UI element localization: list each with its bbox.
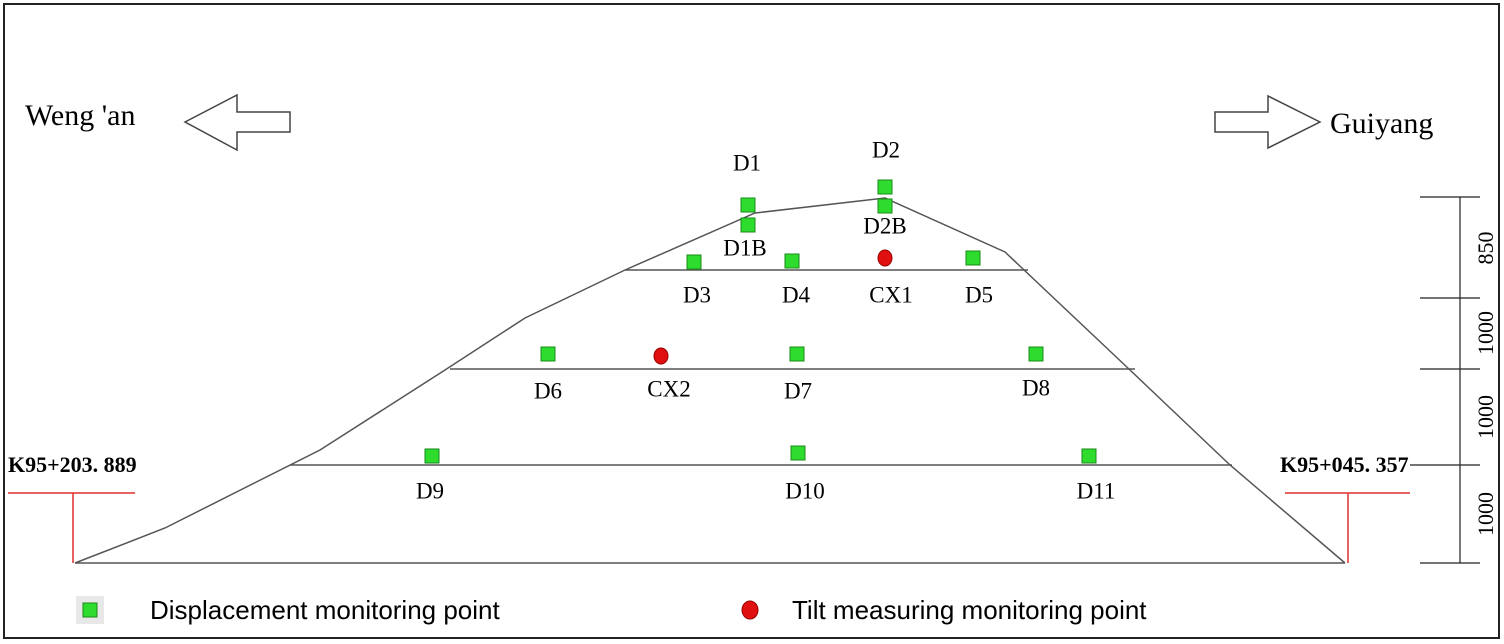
- direction-label: Weng 'an: [25, 99, 135, 132]
- legend-square: [82, 602, 98, 618]
- point-label: D8: [1022, 375, 1050, 400]
- displacement-point: [1028, 346, 1044, 362]
- point-label: D1B: [723, 235, 766, 260]
- displacement-point: [789, 346, 805, 362]
- displacement-point: [877, 179, 893, 195]
- displacement-point: [1081, 448, 1097, 464]
- displacement-point: [540, 346, 556, 362]
- point-label: CX2: [647, 376, 690, 401]
- direction-label: Guiyang: [1330, 107, 1433, 140]
- point-label: D6: [534, 378, 562, 403]
- point-label: D11: [1077, 478, 1116, 503]
- point-label: D10: [785, 478, 825, 503]
- tilt-point: [877, 249, 893, 267]
- displacement-point: [424, 448, 440, 464]
- point-label: D2B: [863, 213, 906, 238]
- right-arrow: [1214, 94, 1322, 150]
- slope-line: [74, 197, 1346, 564]
- tilt-point: [653, 347, 669, 365]
- point-label: CX1: [869, 282, 912, 307]
- point-label: D5: [965, 282, 993, 307]
- dimension-label: 1000: [1473, 492, 1498, 536]
- dimension-lines: [1410, 196, 1480, 564]
- displacement-point: [686, 254, 702, 270]
- point-label: D4: [782, 282, 811, 307]
- left-arrow: [183, 93, 291, 152]
- dimension-label: 1000: [1473, 395, 1498, 439]
- displacement-point: [790, 445, 806, 461]
- legend-label: Tilt measuring monitoring point: [792, 595, 1147, 625]
- chainage-label: K95+045. 357: [1280, 452, 1409, 477]
- legend-circle: [741, 600, 759, 620]
- slope-profile: [74, 197, 1346, 564]
- displacement-point: [965, 250, 981, 266]
- displacement-point: [740, 197, 756, 213]
- displacement-point: [740, 217, 756, 233]
- dimension-label: 1000: [1473, 311, 1498, 355]
- point-label: D9: [416, 478, 444, 503]
- dimension-label: 850: [1473, 232, 1498, 265]
- chainage-markers: [8, 492, 1410, 563]
- displacement-point: [877, 198, 893, 214]
- point-label: D1: [733, 150, 761, 175]
- legend-label: Displacement monitoring point: [150, 595, 501, 625]
- displacement-point: [784, 253, 800, 269]
- chainage-label: K95+203. 889: [8, 452, 137, 477]
- point-label: D2: [872, 137, 900, 162]
- point-label: D3: [683, 282, 711, 307]
- point-label: D7: [784, 378, 812, 403]
- frame: [3, 3, 1500, 639]
